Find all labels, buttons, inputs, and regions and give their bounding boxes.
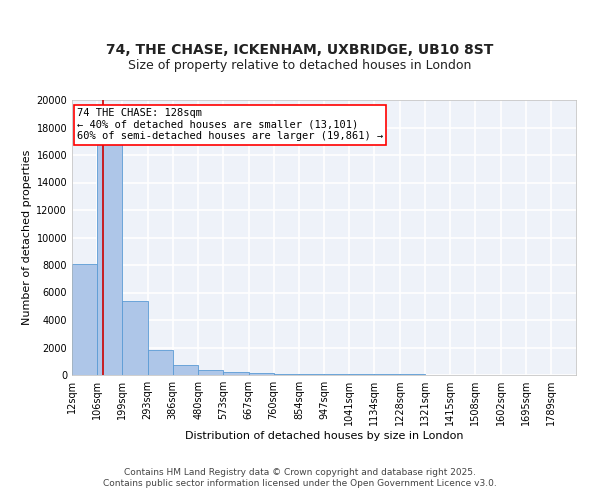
Text: 74 THE CHASE: 128sqm
← 40% of detached houses are smaller (13,101)
60% of semi-d: 74 THE CHASE: 128sqm ← 40% of detached h… [77,108,383,142]
Y-axis label: Number of detached properties: Number of detached properties [22,150,32,325]
Bar [400,374,425,375]
Bar [97,141,122,375]
Text: Size of property relative to detached houses in London: Size of property relative to detached ho… [128,60,472,72]
Bar [274,374,299,375]
Bar [148,350,173,375]
Bar [173,366,198,375]
X-axis label: Distribution of detached houses by size in London: Distribution of detached houses by size … [185,431,463,441]
Bar [223,372,248,375]
Bar [198,370,223,375]
Bar [349,374,374,375]
Bar [72,264,97,375]
Bar [374,374,400,375]
Text: Contains HM Land Registry data © Crown copyright and database right 2025.
Contai: Contains HM Land Registry data © Crown c… [103,468,497,487]
Bar [324,374,349,375]
Text: 74, THE CHASE, ICKENHAM, UXBRIDGE, UB10 8ST: 74, THE CHASE, ICKENHAM, UXBRIDGE, UB10 … [106,44,494,58]
Bar [299,374,324,375]
Bar [248,373,274,375]
Bar [122,300,148,375]
